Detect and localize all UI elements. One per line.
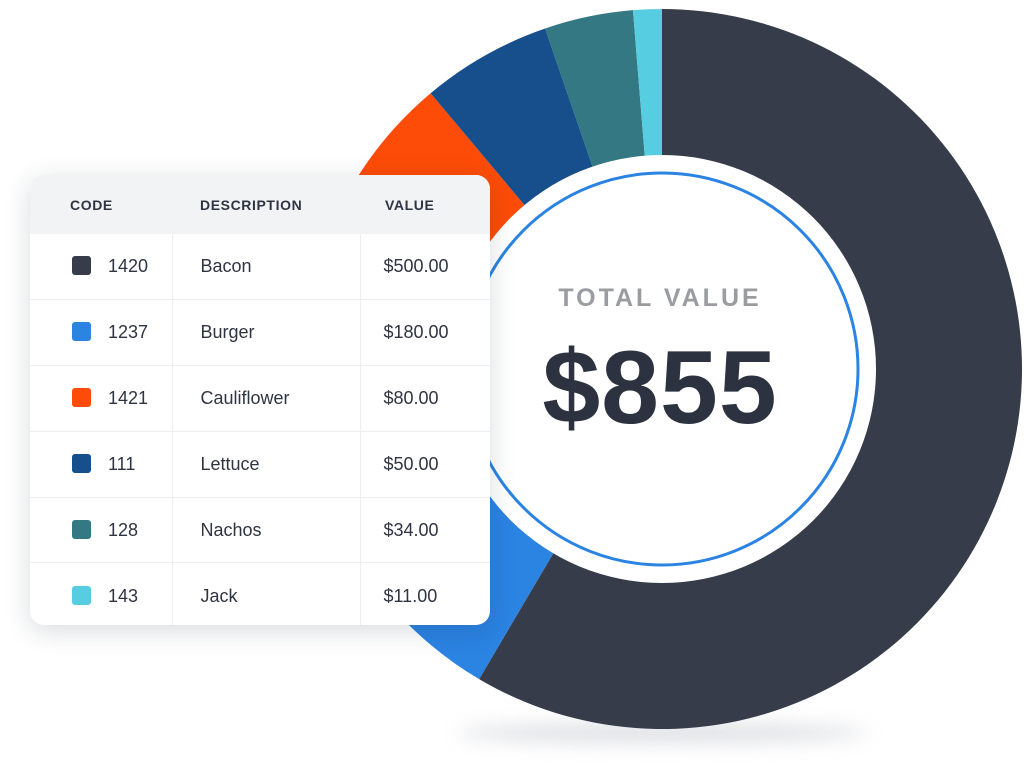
- row-code: 128: [108, 519, 139, 540]
- column-header-code: CODE: [70, 196, 113, 213]
- legend-table: CODE DESCRIPTION VALUE 1420 Bacon $500.0…: [30, 175, 490, 625]
- row-code: 1237: [108, 322, 149, 343]
- row-code: 1421: [108, 387, 149, 408]
- table-row: 143 Jack $11.00: [30, 562, 490, 625]
- row-code: 111: [108, 453, 136, 474]
- table-header-row: CODE DESCRIPTION VALUE: [30, 175, 490, 234]
- table-row: 111 Lettuce $50.00: [30, 430, 490, 498]
- table-row: 1421 Cauliflower $80.00: [30, 365, 490, 432]
- row-value: $50.00: [359, 430, 490, 498]
- table-row: 128 Nachos $34.00: [30, 496, 490, 563]
- row-value: $180.00: [359, 299, 490, 366]
- column-header-value: VALUE: [385, 196, 435, 213]
- total-value-amount: $855: [542, 330, 778, 446]
- row-value: $500.00: [359, 234, 490, 300]
- row-description: Burger: [171, 299, 360, 366]
- row-description: Bacon: [171, 234, 360, 300]
- row-code: 143: [108, 585, 139, 606]
- color-swatch: [72, 256, 91, 276]
- row-value: $34.00: [359, 496, 490, 563]
- row-description: Cauliflower: [171, 365, 360, 432]
- color-swatch: [72, 453, 91, 473]
- row-value: $11.00: [359, 562, 490, 625]
- table-row: 1237 Burger $180.00: [30, 299, 490, 366]
- color-swatch: [72, 585, 91, 605]
- row-description: Lettuce: [171, 430, 360, 498]
- row-description: Nachos: [171, 496, 360, 563]
- legend-table-card: CODE DESCRIPTION VALUE 1420 Bacon $500.0…: [30, 175, 490, 625]
- row-description: Jack: [171, 562, 360, 625]
- table-row: 1420 Bacon $500.00: [30, 234, 490, 300]
- row-code: 1420: [108, 256, 149, 277]
- color-swatch: [72, 322, 91, 342]
- donut-inner-disc: [448, 155, 876, 583]
- row-value: $80.00: [359, 365, 490, 432]
- color-swatch: [72, 519, 91, 539]
- chart-floor-shadow: [457, 723, 867, 743]
- total-value-label: TOTAL VALUE: [558, 284, 762, 312]
- color-swatch: [72, 387, 91, 407]
- column-header-description: DESCRIPTION: [200, 196, 303, 213]
